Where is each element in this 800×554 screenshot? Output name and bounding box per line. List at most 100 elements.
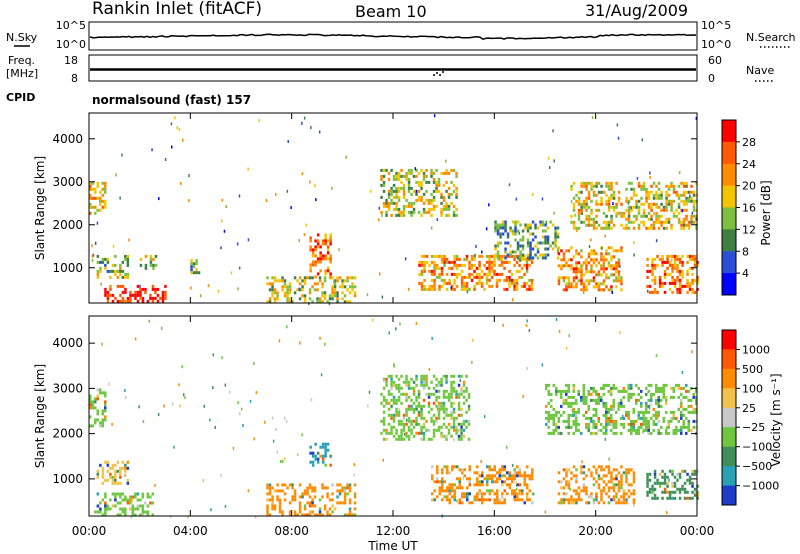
echo-cell: [493, 501, 496, 505]
echo-cell: [692, 214, 696, 218]
echo-cell: [649, 175, 651, 179]
echo-cell: [156, 293, 160, 297]
echo-cell: [572, 465, 576, 469]
echo-cell: [455, 389, 458, 393]
echo-cell: [496, 253, 500, 257]
echo-cell: [693, 263, 697, 267]
echo-cell: [521, 247, 525, 251]
echo-cell: [582, 181, 586, 185]
echo-cell: [513, 254, 516, 258]
echo-cell: [691, 281, 694, 285]
echo-cell: [478, 275, 481, 279]
echo-cell: [452, 407, 456, 411]
echo-cell: [455, 207, 458, 211]
echo-cell: [131, 510, 135, 514]
echo-cell: [450, 413, 453, 417]
echo-cell: [693, 469, 697, 473]
echo-cell: [134, 296, 137, 300]
echo-cell: [323, 504, 327, 508]
echo-cell: [266, 507, 269, 511]
echo-cell: [501, 465, 504, 469]
echo-cell: [445, 213, 448, 217]
echo-cell: [476, 492, 479, 496]
echo-cell: [106, 460, 110, 464]
echo-cell: [430, 201, 433, 205]
echo-cell: [661, 475, 664, 479]
echo-cell: [519, 492, 521, 496]
echo-cell: [351, 288, 354, 292]
echo-cell: [415, 407, 418, 411]
echo-cell: [387, 413, 391, 417]
echo-cell: [275, 428, 277, 431]
echo-cell: [348, 507, 352, 511]
echo-cell: [686, 260, 689, 264]
echo-cell: [420, 260, 424, 264]
echo-cell: [677, 184, 681, 188]
echo-cell: [605, 407, 608, 411]
echo-cell: [610, 416, 613, 420]
echo-cell: [101, 205, 104, 209]
echo-cell: [588, 245, 591, 249]
echo-cell: [562, 419, 565, 423]
echo-cell: [610, 480, 613, 484]
echo-cell: [595, 181, 598, 185]
echo-cell: [637, 416, 640, 420]
echo-cell: [430, 254, 434, 258]
echo-cell: [637, 223, 641, 227]
echo-cell: [690, 199, 693, 203]
echo-cell: [582, 202, 586, 206]
echo-cell: [657, 193, 661, 197]
echo-cell: [508, 486, 511, 490]
echo-cell: [433, 254, 436, 258]
echo-cell: [385, 401, 388, 405]
echo-cell: [678, 284, 682, 288]
echo-cell: [647, 404, 650, 408]
echo-cell: [611, 291, 613, 294]
echo-cell: [478, 266, 481, 270]
echo-cell: [590, 208, 593, 212]
echo-cell: [582, 205, 586, 209]
echo-cell: [572, 386, 575, 390]
echo-cell: [610, 205, 613, 209]
echo-cell: [541, 253, 545, 257]
echo-cell: [104, 202, 107, 206]
echo-cell: [435, 180, 438, 184]
echo-cell: [348, 510, 352, 514]
echo-cell: [653, 290, 657, 294]
echo-cell: [301, 294, 304, 298]
echo-cell: [622, 422, 625, 426]
echo-cell: [450, 201, 453, 205]
echo-cell: [529, 250, 532, 254]
echo-cell: [438, 284, 441, 288]
echo-cell: [503, 474, 506, 478]
echo-cell: [420, 416, 423, 420]
echo-cell: [587, 428, 590, 432]
echo-cell: [319, 269, 322, 273]
echo-cell: [520, 284, 524, 288]
echo-cell: [400, 434, 403, 438]
echo-cell: [422, 386, 426, 390]
echo-cell: [468, 477, 471, 481]
echo-cell: [592, 285, 596, 289]
echo-cell: [400, 437, 403, 441]
echo-cell: [632, 501, 636, 505]
echo-cell: [453, 495, 456, 499]
echo-cell: [682, 395, 685, 399]
echo-cell: [141, 504, 145, 508]
echo-cell: [114, 495, 117, 499]
echo-cell: [451, 465, 454, 469]
echo-cell: [645, 196, 648, 200]
echo-cell: [495, 284, 499, 288]
echo-cell: [298, 501, 302, 505]
echo-cell: [395, 413, 398, 417]
echo-cell: [463, 284, 466, 288]
echo-cell: [446, 489, 449, 493]
echo-cell: [615, 205, 618, 209]
echo-cell: [536, 256, 540, 260]
echo-cell: [442, 207, 446, 211]
echo-cell: [447, 392, 451, 396]
colorbar-tick-label: 100: [742, 382, 763, 395]
echo-cell: [430, 284, 434, 288]
echo-cell: [692, 193, 696, 197]
echo-cell: [141, 299, 145, 303]
